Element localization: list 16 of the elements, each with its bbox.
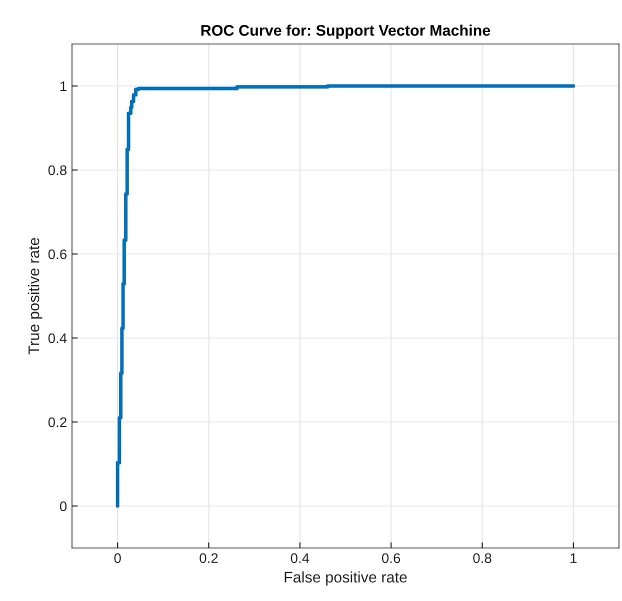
x-axis-title: False positive rate <box>284 571 407 586</box>
y-tick-label: 0.4 <box>48 333 67 344</box>
chart-title: ROC Curve for: Support Vector Machine <box>201 24 490 39</box>
x-tick-label: 1 <box>570 553 577 563</box>
y-tick-label: 0.8 <box>48 165 67 176</box>
y-axis-title: True positive rate <box>28 238 42 354</box>
x-tick-label: 0.6 <box>382 553 400 564</box>
y-tick-label: 1 <box>60 81 66 92</box>
x-tick-label: 0 <box>114 553 121 564</box>
x-tick-label: 0.2 <box>200 553 218 564</box>
y-tick-label: 0.6 <box>48 249 67 260</box>
y-tick-label: 0 <box>60 501 67 512</box>
x-tick-label: 0.4 <box>290 553 310 564</box>
line-series <box>116 84 576 508</box>
x-tick-label: 0.8 <box>473 553 492 564</box>
y-tick-label: 0.2 <box>48 417 66 428</box>
